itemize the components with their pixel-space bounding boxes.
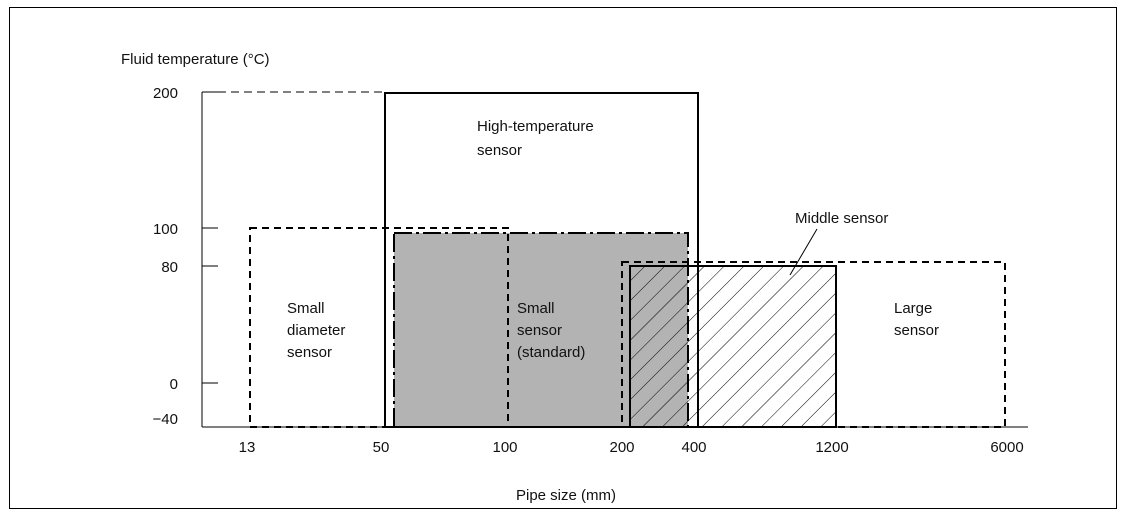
y-tick-label: 200 [153, 85, 178, 102]
region-middle-sensor [629, 265, 837, 428]
x-tick-label: 50 [373, 439, 390, 456]
middle-sensor-leader [789, 228, 818, 276]
diagram-frame [9, 7, 1117, 509]
region-high-temp [384, 92, 699, 428]
x-tick-label: 1200 [815, 439, 848, 456]
small-standard-label: Small [517, 300, 555, 317]
x-tick-label: 200 [609, 439, 634, 456]
small-diameter-label: sensor [287, 344, 332, 361]
region-large-sensor [621, 261, 1006, 428]
middle-sensor-label: Middle sensor [795, 210, 888, 227]
x-tick-label: 400 [681, 439, 706, 456]
high-temp-label: High-temperature [477, 118, 594, 135]
y-tick-label: 80 [161, 259, 178, 276]
y-tick-label: 100 [153, 221, 178, 238]
small-diameter-label: diameter [287, 322, 345, 339]
y-tick-label: 0 [170, 376, 178, 393]
high-temp-label: sensor [477, 142, 522, 159]
x-tick-label: 6000 [990, 439, 1023, 456]
small-standard-label: sensor [517, 322, 562, 339]
x-tick-label: 13 [239, 439, 256, 456]
x-axis-title: Pipe size (mm) [516, 487, 616, 504]
large-sensor-label: Large [894, 300, 932, 317]
x-tick-label: 100 [492, 439, 517, 456]
y-axis-title: Fluid temperature (°C) [121, 51, 270, 68]
y-tick-label: −40 [153, 411, 178, 428]
small-standard-label: (standard) [517, 344, 585, 361]
small-diameter-label: Small [287, 300, 325, 317]
large-sensor-label: sensor [894, 322, 939, 339]
